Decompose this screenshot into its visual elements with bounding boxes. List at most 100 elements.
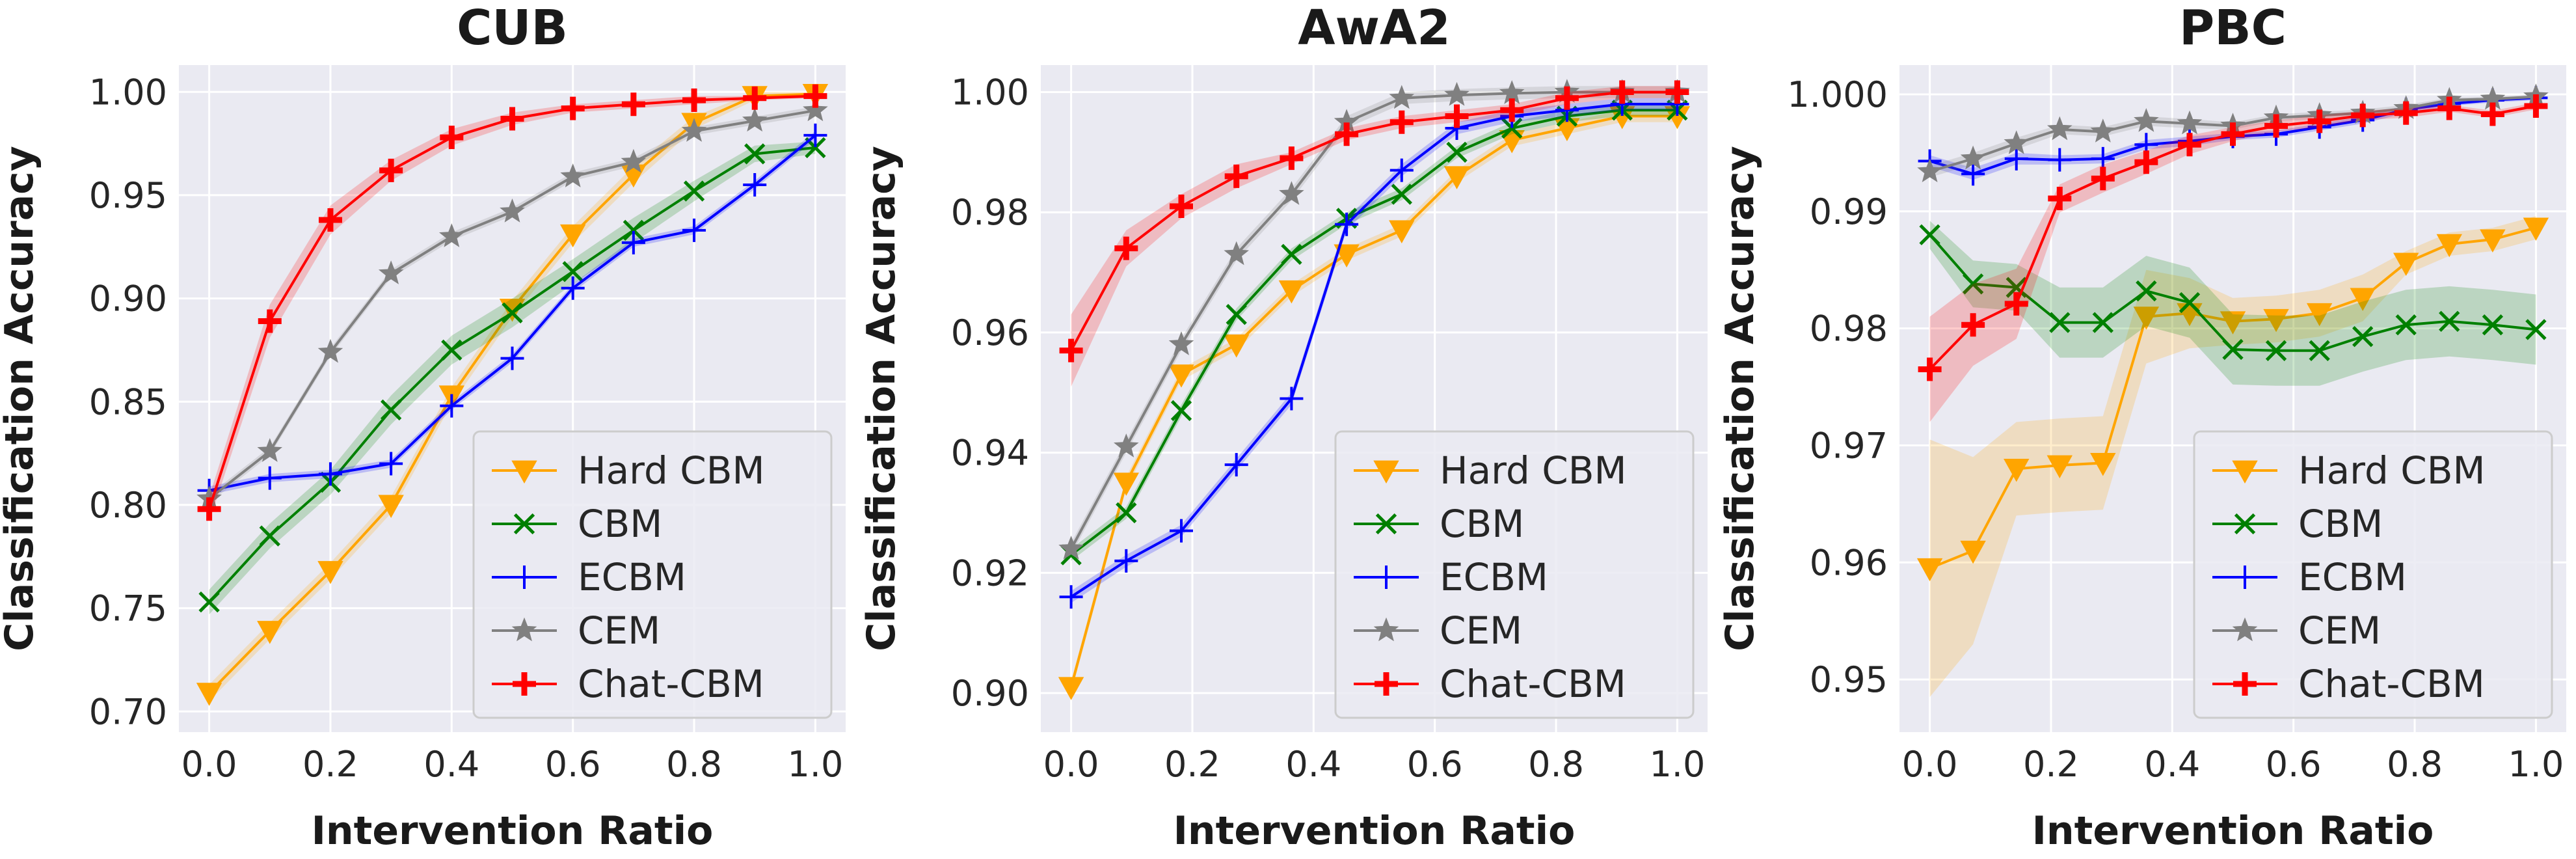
legend-entry: CEM xyxy=(1354,608,1522,653)
data-point xyxy=(2004,292,2028,316)
legend-box xyxy=(472,430,833,719)
data-point xyxy=(2264,114,2288,138)
legend-entry: CBM xyxy=(492,502,662,546)
legend-marker xyxy=(2232,460,2258,484)
data-point xyxy=(1224,453,1248,477)
x-tick-label: 0.2 xyxy=(1164,744,1220,785)
data-point xyxy=(1446,141,1468,163)
y-tick-label: 0.94 xyxy=(951,433,1029,474)
data-point xyxy=(2307,109,2331,133)
legend-marker xyxy=(1375,513,1397,535)
data-point xyxy=(317,561,343,584)
data-point xyxy=(2046,455,2073,479)
data-point xyxy=(1113,433,1139,457)
legend-label: Hard CBM xyxy=(1440,448,1627,493)
legend-label: Hard CBM xyxy=(2298,448,2486,493)
legend-entry: ECBM xyxy=(1354,555,1548,599)
data-point xyxy=(500,107,524,131)
data-point xyxy=(2220,311,2246,334)
data-point xyxy=(2525,319,2547,340)
y-tick-label: 0.85 xyxy=(89,381,167,422)
legend: Hard CBM CBM ECBM CEM Chat-CBM xyxy=(2193,430,2553,719)
data-point xyxy=(197,497,221,521)
confidence-band xyxy=(1929,102,2536,422)
data-point xyxy=(742,107,768,132)
data-point xyxy=(1919,224,1940,245)
legend-marker xyxy=(1375,566,1398,589)
data-point xyxy=(1389,85,1415,109)
data-point xyxy=(1170,400,1192,422)
x-axis-label: Intervention Ratio xyxy=(2032,808,2434,854)
data-point xyxy=(1335,212,1359,236)
x-tick-label: 0.0 xyxy=(1043,744,1099,785)
data-point xyxy=(500,346,524,370)
data-point xyxy=(257,438,283,462)
data-point xyxy=(2221,122,2245,146)
y-tick-label: 0.90 xyxy=(89,279,167,320)
data-point xyxy=(562,261,584,282)
legend: Hard CBM CBM ECBM CEM Chat-CBM xyxy=(472,430,833,719)
legend-entry: CBM xyxy=(2212,502,2383,546)
data-point xyxy=(1500,98,1524,122)
legend-entry: Chat-CBM xyxy=(1354,662,1626,706)
data-point xyxy=(1114,549,1138,573)
data-point xyxy=(378,260,404,284)
data-point xyxy=(2480,102,2504,126)
data-point xyxy=(1168,364,1194,388)
data-point xyxy=(2136,280,2157,302)
data-point xyxy=(2482,314,2504,336)
data-point xyxy=(438,223,464,247)
legend-label: Chat-CBM xyxy=(2298,662,2485,706)
data-point xyxy=(1170,195,1193,219)
data-point xyxy=(1443,166,1470,189)
series-chat-cbm xyxy=(1059,80,1689,387)
y-tick-label: 0.97 xyxy=(1810,425,1888,466)
y-tick-label: 1.00 xyxy=(951,72,1029,113)
data-point xyxy=(1501,117,1523,139)
data-point xyxy=(1224,164,1248,188)
y-tick-label: 0.96 xyxy=(1810,542,1888,583)
data-point xyxy=(561,276,585,300)
data-point xyxy=(1389,220,1415,244)
data-point xyxy=(196,683,222,706)
data-point xyxy=(258,466,282,490)
chart-title: AwA2 xyxy=(1298,0,1450,56)
data-point xyxy=(2048,148,2072,172)
data-point xyxy=(198,591,220,613)
data-point xyxy=(2265,340,2287,361)
data-point xyxy=(1960,540,1986,564)
legend-entry: Hard CBM xyxy=(2212,448,2486,493)
data-point xyxy=(1665,80,1689,104)
data-point xyxy=(1170,519,1193,543)
data-point xyxy=(440,126,464,150)
confidence-band xyxy=(209,94,816,522)
data-point xyxy=(318,208,342,232)
x-tick-label: 0.8 xyxy=(2387,744,2443,785)
confidence-band xyxy=(1929,221,2536,386)
y-tick-label: 0.70 xyxy=(89,691,167,732)
data-point xyxy=(502,302,523,323)
data-point xyxy=(2436,234,2462,258)
data-point xyxy=(623,219,645,241)
legend-marker xyxy=(2233,566,2257,589)
chart-panel-pbc: PBC 0.0 0.2 0.4 0.6 0.8 1.0 0.95 0.96 0.97 0.98 0.9… xyxy=(1717,0,2566,854)
data-point xyxy=(2177,133,2201,157)
data-point xyxy=(1445,104,1469,128)
data-point xyxy=(1279,181,1304,205)
data-point xyxy=(2004,146,2028,170)
data-point xyxy=(1116,502,1137,524)
x-tick-label: 1.0 xyxy=(1649,744,1705,785)
legend-entry: ECBM xyxy=(2212,555,2407,599)
data-point xyxy=(1280,387,1304,411)
data-point xyxy=(2480,229,2506,252)
data-point xyxy=(1391,184,1412,205)
data-point xyxy=(803,84,827,108)
legend-marker xyxy=(1373,460,1399,484)
y-tick-label: 0.99 xyxy=(1810,191,1888,232)
plot-area xyxy=(196,84,829,706)
legend-entry: CBM xyxy=(1354,502,1524,546)
x-tick-label: 0.4 xyxy=(1285,744,1341,785)
data-point xyxy=(1278,280,1305,304)
data-point xyxy=(500,198,525,223)
chart-panel-cub: CUB 0.0 0.2 0.4 0.6 0.8 1.0 0.70 0.75 0.80 0.85 0.9… xyxy=(0,0,846,854)
